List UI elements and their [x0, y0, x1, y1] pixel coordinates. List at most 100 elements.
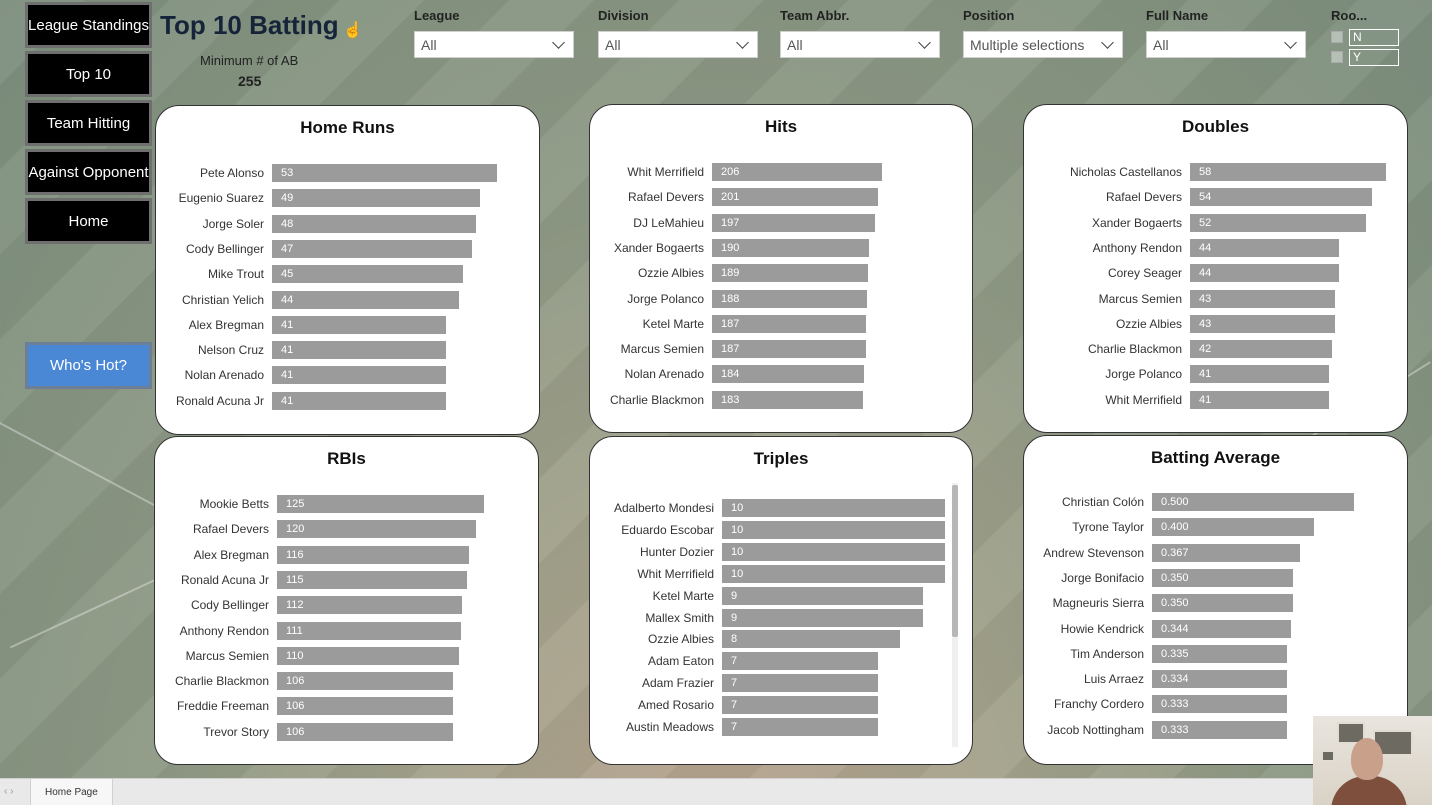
bar[interactable]: 184 — [712, 365, 864, 384]
bar-row[interactable]: Ketel Marte 9 — [590, 586, 972, 605]
bar-row[interactable]: Nicholas Castellanos 58 — [1024, 163, 1407, 181]
scrollbar-thumb[interactable] — [952, 485, 958, 637]
bar-row[interactable]: Jorge Polanco 41 — [1024, 365, 1407, 384]
bar-row[interactable]: Jorge Soler 48 — [156, 214, 539, 233]
bar-row[interactable]: Marcus Semien 43 — [1024, 289, 1407, 308]
bar[interactable]: 189 — [712, 264, 868, 283]
bar[interactable]: 10 — [722, 564, 945, 583]
bar-row[interactable]: Adam Frazier 7 — [590, 674, 972, 693]
top10-button[interactable]: Top 10 — [25, 51, 152, 97]
bar[interactable]: 0.350 — [1152, 594, 1293, 613]
bar-row[interactable]: Anthony Rendon 44 — [1024, 238, 1407, 257]
bar-row[interactable]: Amed Rosario 7 — [590, 696, 972, 715]
bar[interactable]: 206 — [712, 163, 882, 181]
bar-row[interactable]: Ronald Acuna Jr 115 — [155, 570, 538, 589]
bar-row[interactable]: Rafael Devers 120 — [155, 520, 538, 539]
bar-row[interactable]: Xander Bogaerts 52 — [1024, 213, 1407, 232]
bar[interactable]: 54 — [1190, 188, 1372, 207]
bar[interactable]: 41 — [272, 391, 446, 410]
home-button[interactable]: Home — [25, 198, 152, 244]
bar-row[interactable]: Whit Merrifield 206 — [590, 163, 972, 181]
bar[interactable]: 43 — [1190, 314, 1335, 333]
bar[interactable]: 201 — [712, 188, 878, 207]
bar[interactable]: 41 — [1190, 365, 1329, 384]
bar-row[interactable]: Adalberto Mondesi 10 — [590, 499, 972, 517]
bar-row[interactable]: DJ LeMahieu 197 — [590, 213, 972, 232]
tab-home-page[interactable]: Home Page — [30, 779, 113, 805]
bar[interactable]: 41 — [272, 341, 446, 360]
bar-row[interactable]: Howie Kendrick 0.344 — [1024, 619, 1407, 638]
bar[interactable]: 106 — [277, 672, 453, 691]
bar[interactable]: 44 — [1190, 238, 1339, 257]
bar-row[interactable]: Mallex Smith 9 — [590, 608, 972, 627]
bar[interactable]: 0.344 — [1152, 619, 1291, 638]
bar[interactable]: 125 — [277, 495, 484, 513]
position-dropdown[interactable]: Multiple selections — [963, 31, 1123, 58]
bar[interactable]: 188 — [712, 289, 867, 308]
bar[interactable]: 52 — [1190, 213, 1366, 232]
rookie-option[interactable]: N — [1331, 28, 1406, 46]
bar[interactable]: 7 — [722, 652, 878, 671]
bar[interactable]: 7 — [722, 718, 878, 736]
tab-scroll-arrows-icon[interactable]: ‹ › — [4, 786, 14, 797]
bar[interactable]: 9 — [722, 608, 923, 627]
bar[interactable]: 197 — [712, 213, 875, 232]
bar-row[interactable]: Whit Merrifield 41 — [1024, 390, 1407, 409]
bar[interactable]: 111 — [277, 621, 461, 640]
bar-row[interactable]: Jacob Nottingham 0.333 — [1024, 720, 1407, 739]
bar[interactable]: 116 — [277, 545, 469, 564]
bar[interactable]: 0.333 — [1152, 695, 1287, 714]
bar[interactable]: 115 — [277, 570, 467, 589]
bar-row[interactable]: Christian Colón 0.500 — [1024, 493, 1407, 511]
bar-row[interactable]: Nelson Cruz 41 — [156, 341, 539, 360]
bar-row[interactable]: Hunter Dozier 10 — [590, 542, 972, 561]
bar-row[interactable]: Franchy Cordero 0.333 — [1024, 695, 1407, 714]
bar-row[interactable]: Charlie Blackmon 183 — [590, 390, 972, 409]
bar[interactable]: 0.350 — [1152, 568, 1293, 587]
bar-row[interactable]: Marcus Semien 110 — [155, 646, 538, 665]
bar-row[interactable]: Ketel Marte 187 — [590, 314, 972, 333]
bar-row[interactable]: Alex Bregman 116 — [155, 545, 538, 564]
team-hitting-button[interactable]: Team Hitting — [25, 100, 152, 146]
bar-row[interactable]: Ozzie Albies 189 — [590, 264, 972, 283]
bar-row[interactable]: Ozzie Albies 43 — [1024, 314, 1407, 333]
bar[interactable]: 0.500 — [1152, 493, 1354, 511]
bar-row[interactable]: Luis Arraez 0.334 — [1024, 670, 1407, 689]
bar-row[interactable]: Christian Yelich 44 — [156, 290, 539, 309]
bar[interactable]: 43 — [1190, 289, 1335, 308]
bar[interactable]: 47 — [272, 239, 472, 258]
bar[interactable]: 53 — [272, 164, 497, 182]
bar[interactable]: 0.335 — [1152, 644, 1287, 663]
bar[interactable]: 49 — [272, 189, 480, 208]
bar-row[interactable]: Cody Bellinger 47 — [156, 239, 539, 258]
bar[interactable]: 41 — [1190, 390, 1329, 409]
bar[interactable]: 183 — [712, 390, 863, 409]
bar[interactable]: 0.333 — [1152, 720, 1287, 739]
bar-row[interactable]: Eugenio Suarez 49 — [156, 189, 539, 208]
bar[interactable]: 106 — [277, 697, 453, 716]
bar-row[interactable]: Andrew Stevenson 0.367 — [1024, 543, 1407, 562]
bar-row[interactable]: Whit Merrifield 10 — [590, 564, 972, 583]
bar[interactable]: 41 — [272, 315, 446, 334]
team-abbr-dropdown[interactable]: All — [780, 31, 940, 58]
bar[interactable]: 112 — [277, 596, 462, 615]
rookie-option[interactable]: Y — [1331, 48, 1406, 66]
full-name-dropdown[interactable]: All — [1146, 31, 1306, 58]
bar[interactable]: 0.400 — [1152, 518, 1314, 537]
bar-row[interactable]: Mike Trout 45 — [156, 265, 539, 284]
bar-row[interactable]: Eduardo Escobar 10 — [590, 520, 972, 539]
bar[interactable]: 10 — [722, 499, 945, 517]
bar[interactable]: 120 — [277, 520, 476, 539]
bar-row[interactable]: Charlie Blackmon 42 — [1024, 340, 1407, 359]
league-standings-button[interactable]: League Standings — [25, 2, 152, 48]
against-opponent-button[interactable]: Against Opponent — [25, 149, 152, 195]
bar-row[interactable]: Charlie Blackmon 106 — [155, 672, 538, 691]
bar[interactable]: 42 — [1190, 340, 1332, 359]
bar-row[interactable]: Rafael Devers 201 — [590, 188, 972, 207]
bar-row[interactable]: Jorge Polanco 188 — [590, 289, 972, 308]
bar[interactable]: 187 — [712, 340, 866, 359]
bar-row[interactable]: Ozzie Albies 8 — [590, 630, 972, 649]
bar-row[interactable]: Xander Bogaerts 190 — [590, 238, 972, 257]
league-dropdown[interactable]: All — [414, 31, 574, 58]
bar[interactable]: 44 — [1190, 264, 1339, 283]
